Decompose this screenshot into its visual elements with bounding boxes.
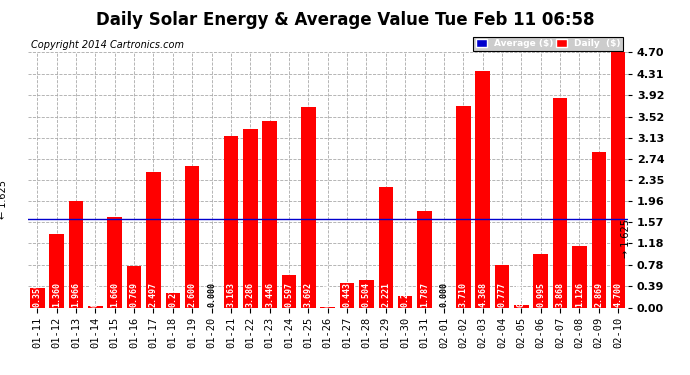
Text: 1.787: 1.787	[420, 282, 429, 307]
Text: → 1.625: → 1.625	[621, 219, 631, 258]
Text: 0.359: 0.359	[33, 282, 42, 307]
Text: 0.769: 0.769	[130, 282, 139, 307]
Text: 3.692: 3.692	[304, 282, 313, 307]
Text: 2.221: 2.221	[382, 282, 391, 307]
Bar	[417, 210, 432, 308]
Bar	[146, 172, 161, 308]
Text: 1.360: 1.360	[52, 282, 61, 307]
Text: 0.995: 0.995	[536, 282, 545, 307]
Legend: Average ($), Daily  ($): Average ($), Daily ($)	[473, 37, 623, 51]
Bar	[69, 201, 83, 308]
Text: 3.868: 3.868	[555, 282, 564, 307]
Bar	[359, 280, 374, 308]
Text: 1.966: 1.966	[72, 282, 81, 307]
Bar	[572, 246, 586, 308]
Text: 3.163: 3.163	[226, 282, 235, 307]
Bar	[456, 106, 471, 307]
Bar	[282, 275, 296, 308]
Bar	[262, 120, 277, 308]
Bar	[475, 70, 490, 308]
Bar	[127, 266, 141, 308]
Text: 3.446: 3.446	[265, 282, 274, 307]
Text: 3.286: 3.286	[246, 282, 255, 307]
Text: 0.045: 0.045	[517, 282, 526, 307]
Text: Copyright 2014 Cartronics.com: Copyright 2014 Cartronics.com	[30, 40, 184, 50]
Text: 0.017: 0.017	[323, 282, 333, 307]
Text: 0.777: 0.777	[497, 282, 506, 307]
Bar	[591, 152, 606, 308]
Bar	[88, 306, 103, 308]
Bar	[514, 305, 529, 308]
Bar	[379, 187, 393, 308]
Bar	[301, 107, 315, 308]
Bar	[553, 98, 567, 308]
Bar	[340, 284, 355, 308]
Text: ← 1.625: ← 1.625	[0, 180, 8, 219]
Text: 0.504: 0.504	[362, 282, 371, 307]
Bar	[166, 293, 180, 308]
Bar	[224, 136, 238, 308]
Text: Daily Solar Energy & Average Value Tue Feb 11 06:58: Daily Solar Energy & Average Value Tue F…	[96, 11, 594, 29]
Text: 1.126: 1.126	[575, 282, 584, 307]
Bar	[50, 234, 64, 308]
Text: 0.597: 0.597	[284, 282, 293, 307]
Bar	[611, 53, 625, 308]
Text: 1.660: 1.660	[110, 282, 119, 307]
Bar	[398, 296, 413, 307]
Bar	[243, 129, 257, 308]
Bar	[185, 166, 199, 308]
Text: 0.273: 0.273	[168, 282, 177, 307]
Text: 0.000: 0.000	[440, 282, 449, 307]
Bar	[30, 288, 45, 308]
Text: 0.443: 0.443	[343, 282, 352, 307]
Text: 4.700: 4.700	[613, 282, 622, 307]
Text: 4.368: 4.368	[478, 282, 487, 307]
Text: 0.212: 0.212	[401, 282, 410, 307]
Text: 0.000: 0.000	[207, 282, 216, 307]
Text: 2.497: 2.497	[149, 282, 158, 307]
Bar	[108, 217, 122, 308]
Text: 2.869: 2.869	[594, 282, 603, 307]
Bar	[533, 254, 548, 308]
Text: 3.710: 3.710	[459, 282, 468, 307]
Bar	[495, 266, 509, 308]
Bar	[320, 307, 335, 308]
Text: 0.031: 0.031	[91, 282, 100, 307]
Text: 2.600: 2.600	[188, 282, 197, 307]
